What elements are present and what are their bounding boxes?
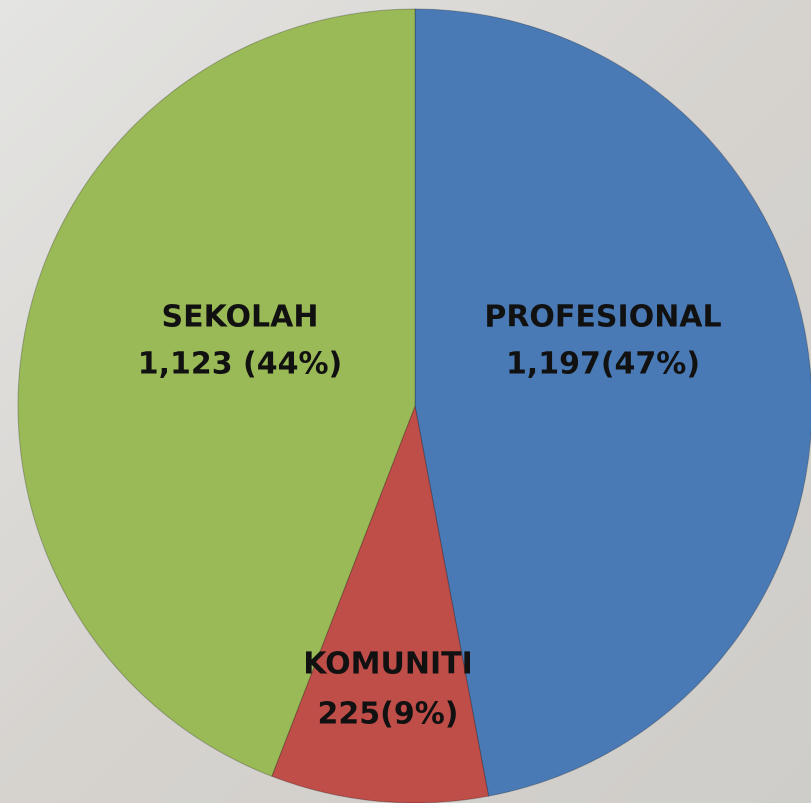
value-label: 1,197(47%) xyxy=(506,347,700,382)
value-label: 1,123 (44%) xyxy=(138,347,343,382)
slice-label: KOMUNITI xyxy=(303,647,473,682)
slice-label: SEKOLAH xyxy=(162,300,319,335)
value-label: 225(9%) xyxy=(318,697,459,732)
chart: PROFESIONAL 1,197(47%) KOMUNITI 225(9%) SEKO… xyxy=(0,0,811,803)
slice-label: PROFESIONAL xyxy=(484,300,721,335)
pie xyxy=(18,9,811,803)
